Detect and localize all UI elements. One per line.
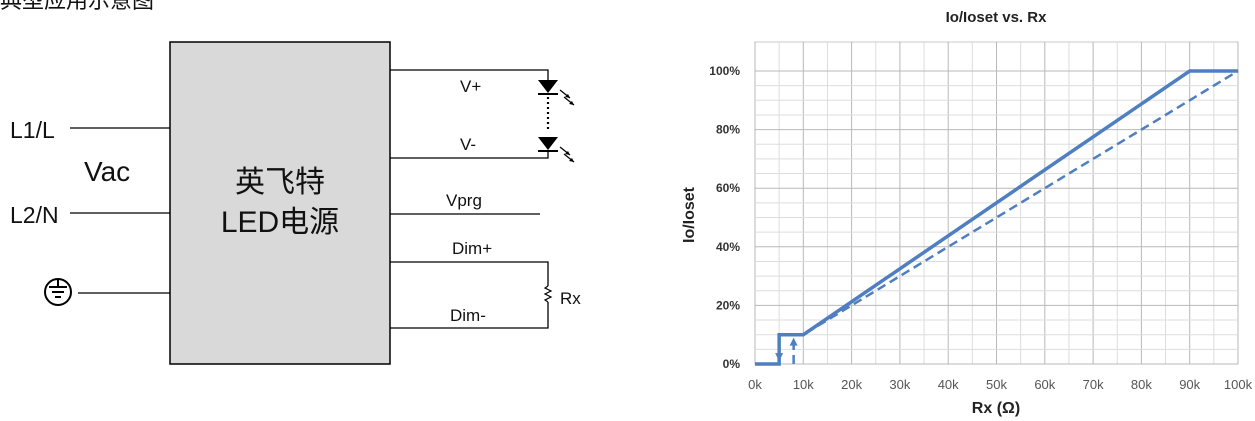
arrow-down-icon (775, 353, 784, 362)
chart: Io/Ioset vs. Rx 0k 10k 20k 30k 40k 50k 60k 70k 8… (681, 9, 1253, 417)
step-arrows (775, 337, 798, 362)
wire-dim-minus (390, 302, 549, 329)
power-supply-block (169, 41, 391, 365)
series-line-solid (755, 69, 1238, 366)
y-tick-labels: 0% 20% 40% 60% 80% 100% (709, 64, 740, 371)
x-tick-label: 90k (1179, 377, 1200, 392)
x-tick-label: 100k (1224, 377, 1253, 392)
x-tick-label: 30k (889, 377, 910, 392)
label-vprg: Vprg (446, 191, 482, 210)
block-label-led-power: LED电源 (221, 206, 339, 239)
block-label-brand: 英飞特 (235, 166, 325, 199)
clipped-heading: 典型应用示意图 (0, 0, 154, 13)
grid (754, 42, 1239, 365)
x-tick-label: 50k (986, 377, 1007, 392)
x-axis-label: Rx (Ω) (972, 400, 1020, 417)
wire-dim-plus (390, 261, 549, 286)
label-dim-plus: Dim+ (452, 239, 492, 258)
x-tick-label: 80k (1131, 377, 1152, 392)
resistor-rx-icon (543, 285, 553, 303)
x-tick-label: 40k (938, 377, 959, 392)
x-tick-label: 60k (1034, 377, 1055, 392)
y-tick-label: 80% (716, 123, 740, 137)
x-tick-label: 0k (748, 377, 762, 392)
earth-ground-icon (44, 278, 72, 306)
label-l2: L2/N (10, 202, 59, 228)
label-l1: L1/L (10, 117, 55, 143)
label-dim-minus: Dim- (450, 306, 486, 325)
wire-v-minus (390, 150, 549, 159)
led-bottom-icon (538, 137, 575, 163)
y-tick-label: 20% (716, 298, 740, 312)
x-tick-label: 10k (793, 377, 814, 392)
label-vac: Vac (84, 156, 130, 187)
x-tick-label: 70k (1083, 377, 1104, 392)
label-v-plus: V+ (460, 77, 481, 96)
arrow-up-icon (789, 337, 798, 346)
label-rx: Rx (560, 289, 581, 308)
y-axis-label: Io/Ioset (681, 186, 698, 243)
y-tick-label: 0% (723, 357, 741, 371)
y-tick-label: 100% (709, 64, 740, 78)
wire-v-plus (390, 69, 549, 80)
x-tick-labels: 0k 10k 20k 30k 40k 50k 60k 70k 80k 90k 100k (748, 377, 1252, 392)
x-tick-label: 20k (841, 377, 862, 392)
wiring-diagram: 典型应用示意图 英飞特 LED电源 L1/L Vac L2/N V+ V- Vp… (0, 0, 581, 365)
y-tick-label: 60% (716, 181, 740, 195)
label-v-minus: V- (460, 135, 476, 154)
series-lines (755, 69, 1239, 366)
led-top-icon (538, 80, 575, 106)
y-tick-label: 40% (716, 240, 740, 254)
series-line-dashed (792, 69, 1239, 364)
chart-title: Io/Ioset vs. Rx (946, 9, 1048, 26)
